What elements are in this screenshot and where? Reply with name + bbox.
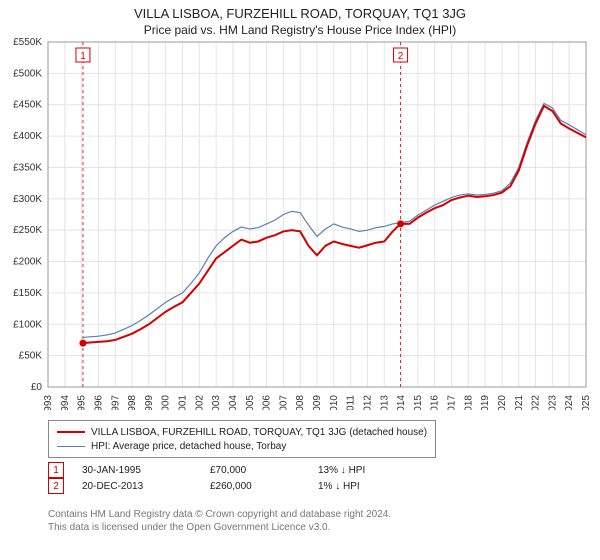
svg-text:2013: 2013 (379, 395, 390, 410)
svg-text:£250K: £250K (13, 225, 42, 236)
svg-text:2023: 2023 (547, 395, 558, 410)
svg-text:£100K: £100K (13, 319, 42, 330)
license-line: This data is licensed under the Open Gov… (48, 521, 391, 534)
svg-text:2: 2 (398, 51, 404, 62)
svg-text:2003: 2003 (211, 395, 222, 410)
svg-text:£450K: £450K (13, 100, 42, 111)
svg-text:1999: 1999 (144, 395, 155, 410)
svg-text:2018: 2018 (463, 395, 474, 410)
svg-text:£500K: £500K (13, 68, 42, 79)
marker-delta: 13% ↓ HPI (318, 465, 365, 476)
svg-text:1998: 1998 (127, 395, 138, 410)
chart-plot: £0 £50K £100K £150K £200K £250K £300K £350K £400… (0, 0, 600, 410)
svg-text:2007: 2007 (278, 395, 289, 410)
legend-row: HPI: Average price, detached house, Torb… (57, 439, 427, 453)
svg-text:1994: 1994 (60, 395, 71, 410)
marker-row: 1 30-JAN-1995 £70,000 13% ↓ HPI (48, 462, 365, 478)
legend-swatch (57, 446, 85, 447)
svg-text:2002: 2002 (194, 395, 205, 410)
svg-text:2000: 2000 (161, 395, 172, 410)
svg-text:2012: 2012 (362, 395, 373, 410)
svg-text:£350K: £350K (13, 162, 42, 173)
svg-text:2024: 2024 (564, 395, 575, 410)
svg-text:2020: 2020 (497, 395, 508, 410)
marker-badge: 1 (48, 462, 64, 478)
svg-text:£0: £0 (31, 382, 43, 393)
svg-text:2001: 2001 (178, 395, 189, 410)
marker-date: 20-DEC-2013 (82, 481, 192, 492)
svg-text:1995: 1995 (77, 395, 88, 410)
svg-text:£200K: £200K (13, 257, 42, 268)
svg-text:1996: 1996 (93, 395, 104, 410)
svg-text:2014: 2014 (396, 395, 407, 410)
svg-text:2010: 2010 (329, 395, 340, 410)
legend: VILLA LISBOA, FURZEHILL ROAD, TORQUAY, T… (48, 420, 436, 458)
svg-text:£550K: £550K (13, 37, 42, 48)
svg-text:£150K: £150K (13, 288, 42, 299)
legend-swatch (57, 431, 85, 433)
license-line: Contains HM Land Registry data © Crown c… (48, 508, 391, 521)
license-note: Contains HM Land Registry data © Crown c… (48, 508, 391, 534)
svg-text:1993: 1993 (43, 395, 54, 410)
svg-text:£300K: £300K (13, 194, 42, 205)
marker-table: 1 30-JAN-1995 £70,000 13% ↓ HPI 2 20-DEC-2013… (48, 462, 365, 494)
svg-text:2009: 2009 (312, 395, 323, 410)
legend-row: VILLA LISBOA, FURZEHILL ROAD, TORQUAY, T… (57, 425, 427, 439)
svg-text:2005: 2005 (245, 395, 256, 410)
svg-text:2025: 2025 (581, 395, 592, 410)
marker-price: £70,000 (210, 465, 300, 476)
marker-date: 30-JAN-1995 (82, 465, 192, 476)
marker-delta: 1% ↓ HPI (318, 481, 360, 492)
marker-badge: 2 (48, 478, 64, 494)
svg-text:2006: 2006 (262, 395, 273, 410)
svg-text:2022: 2022 (531, 395, 542, 410)
svg-text:1: 1 (80, 51, 86, 62)
marker-row: 2 20-DEC-2013 £260,000 1% ↓ HPI (48, 478, 365, 494)
svg-text:£50K: £50K (19, 351, 43, 362)
svg-text:2011: 2011 (346, 395, 357, 410)
svg-text:2021: 2021 (514, 395, 525, 410)
legend-label: HPI: Average price, detached house, Torb… (91, 441, 286, 452)
svg-text:2004: 2004 (228, 395, 239, 410)
svg-text:£400K: £400K (13, 131, 42, 142)
legend-label: VILLA LISBOA, FURZEHILL ROAD, TORQUAY, T… (91, 427, 427, 438)
svg-text:1997: 1997 (110, 395, 121, 410)
svg-text:2017: 2017 (447, 395, 458, 410)
svg-text:2016: 2016 (430, 395, 441, 410)
chart-container: { "title": "VILLA LISBOA, FURZEHILL ROAD… (0, 0, 600, 560)
marker-price: £260,000 (210, 481, 300, 492)
svg-text:2008: 2008 (295, 395, 306, 410)
svg-text:2015: 2015 (413, 395, 424, 410)
svg-text:2019: 2019 (480, 395, 491, 410)
